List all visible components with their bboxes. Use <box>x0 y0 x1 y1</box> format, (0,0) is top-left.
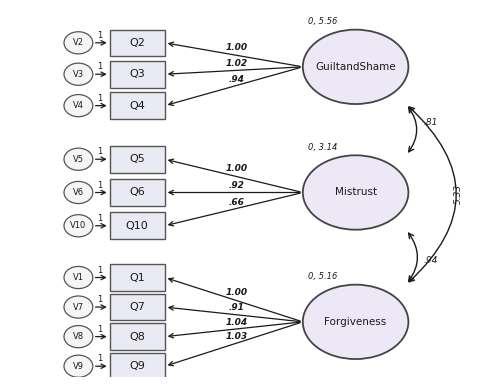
Text: 1.00: 1.00 <box>225 288 248 297</box>
Text: V2: V2 <box>73 38 84 47</box>
Text: 1.00: 1.00 <box>225 43 248 52</box>
Text: Q8: Q8 <box>130 331 145 341</box>
Text: V4: V4 <box>73 101 84 110</box>
Circle shape <box>64 63 93 85</box>
Circle shape <box>64 215 93 237</box>
Text: 5.33: 5.33 <box>454 184 464 204</box>
Text: 0, 5.56: 0, 5.56 <box>308 17 337 26</box>
Text: .92: .92 <box>228 181 244 190</box>
Text: GuiltandShame: GuiltandShame <box>316 62 396 72</box>
Ellipse shape <box>303 285 408 359</box>
Text: V3: V3 <box>73 70 84 79</box>
FancyBboxPatch shape <box>110 353 165 380</box>
Circle shape <box>64 355 93 377</box>
Text: 1.00: 1.00 <box>225 164 248 173</box>
Text: .81: .81 <box>424 118 438 127</box>
FancyBboxPatch shape <box>110 179 165 206</box>
Circle shape <box>64 32 93 54</box>
Text: Q9: Q9 <box>130 361 145 371</box>
Text: Forgiveness: Forgiveness <box>324 317 386 327</box>
Circle shape <box>64 148 93 170</box>
Text: 1: 1 <box>96 31 102 40</box>
Text: 0, 3.14: 0, 3.14 <box>308 142 337 152</box>
Text: .94: .94 <box>228 75 244 84</box>
Text: 1.02: 1.02 <box>225 59 248 68</box>
Text: .91: .91 <box>228 303 244 312</box>
Text: V7: V7 <box>73 303 84 311</box>
Circle shape <box>64 326 93 348</box>
Text: V10: V10 <box>70 221 86 230</box>
Circle shape <box>64 181 93 204</box>
Circle shape <box>64 296 93 318</box>
FancyBboxPatch shape <box>110 92 165 119</box>
Text: V8: V8 <box>73 332 84 341</box>
Text: 1: 1 <box>96 266 102 275</box>
Text: V5: V5 <box>73 155 84 164</box>
Text: Q5: Q5 <box>130 154 145 164</box>
Circle shape <box>64 95 93 117</box>
Text: 1: 1 <box>96 325 102 334</box>
Text: 1: 1 <box>96 354 102 363</box>
Circle shape <box>64 266 93 289</box>
Text: 1: 1 <box>96 62 102 71</box>
Text: 1: 1 <box>96 295 102 304</box>
Text: 1: 1 <box>96 94 102 103</box>
FancyBboxPatch shape <box>110 146 165 172</box>
Text: Mistrust: Mistrust <box>334 187 376 198</box>
Text: V9: V9 <box>73 362 84 371</box>
Text: 0, 5.16: 0, 5.16 <box>308 272 337 281</box>
FancyBboxPatch shape <box>110 213 165 239</box>
Text: 1: 1 <box>96 147 102 156</box>
Text: Q10: Q10 <box>126 221 148 231</box>
Text: Q7: Q7 <box>130 302 145 312</box>
Ellipse shape <box>303 155 408 230</box>
FancyBboxPatch shape <box>110 323 165 350</box>
Text: Q1: Q1 <box>130 273 145 283</box>
Text: 1.04: 1.04 <box>225 318 248 326</box>
Text: 1: 1 <box>96 214 102 223</box>
Ellipse shape <box>303 30 408 104</box>
Text: V1: V1 <box>73 273 84 282</box>
Text: 1: 1 <box>96 181 102 189</box>
Text: Q2: Q2 <box>130 38 145 48</box>
Text: .66: .66 <box>228 198 244 206</box>
FancyBboxPatch shape <box>110 264 165 291</box>
Text: 1.03: 1.03 <box>225 333 248 341</box>
FancyBboxPatch shape <box>110 61 165 87</box>
Text: Q3: Q3 <box>130 69 145 79</box>
Text: .94: .94 <box>424 256 438 265</box>
Text: Q4: Q4 <box>130 100 145 110</box>
FancyBboxPatch shape <box>110 294 165 320</box>
Text: Q6: Q6 <box>130 187 145 198</box>
FancyBboxPatch shape <box>110 30 165 56</box>
Text: V6: V6 <box>73 188 84 197</box>
